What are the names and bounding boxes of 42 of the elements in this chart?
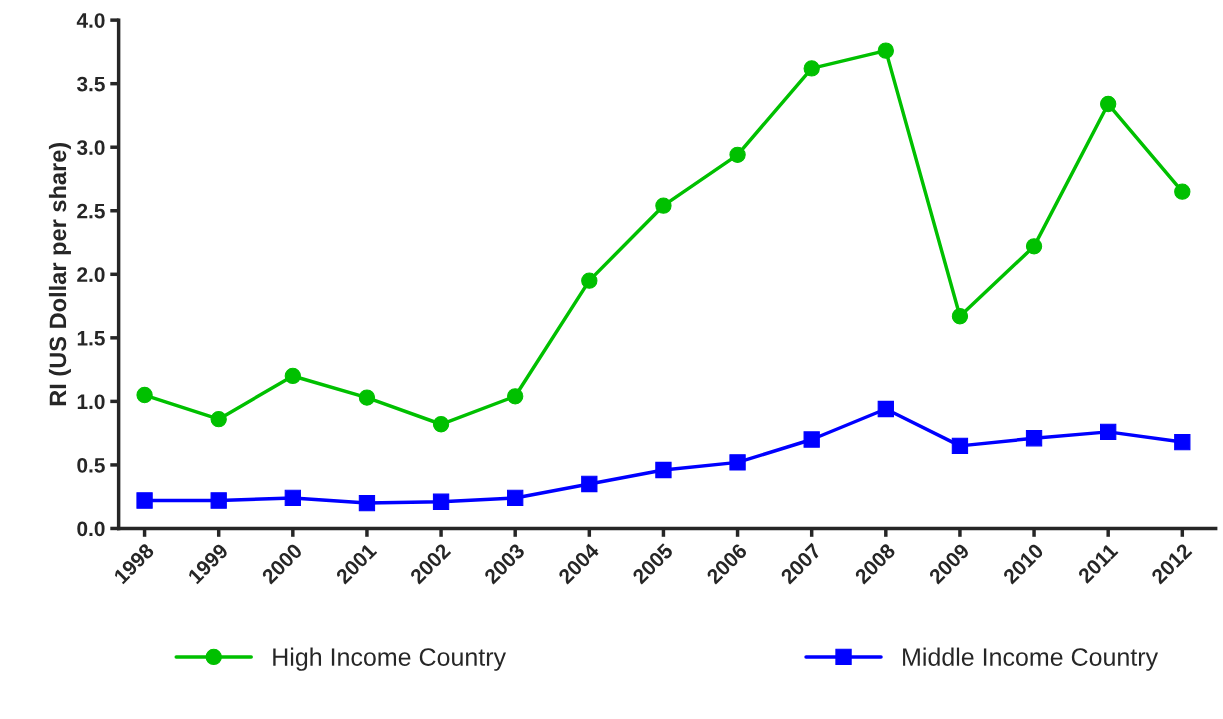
point bbox=[729, 454, 746, 471]
point bbox=[1100, 423, 1117, 441]
point bbox=[951, 437, 969, 455]
point bbox=[581, 272, 598, 289]
y-axis-title: RI (US Dollar per share) bbox=[48, 142, 71, 406]
point bbox=[507, 489, 524, 507]
y-tick-label: 3.5 bbox=[76, 76, 105, 92]
point bbox=[951, 308, 969, 325]
y-tick-label: 2.0 bbox=[77, 267, 105, 283]
point bbox=[507, 388, 524, 405]
point bbox=[1174, 433, 1191, 451]
point bbox=[803, 431, 820, 448]
y-tick-label: 1.5 bbox=[77, 331, 105, 346]
point bbox=[877, 400, 894, 418]
point bbox=[655, 197, 672, 214]
point bbox=[210, 492, 227, 509]
y-tick-label: 3.0 bbox=[76, 140, 105, 155]
point bbox=[1100, 95, 1117, 113]
point bbox=[284, 489, 301, 507]
point bbox=[210, 411, 227, 428]
point bbox=[1174, 183, 1191, 200]
point bbox=[1025, 430, 1043, 447]
point bbox=[136, 492, 153, 509]
y-tick-label: 0.0 bbox=[77, 521, 105, 537]
point bbox=[803, 60, 820, 77]
point bbox=[432, 416, 450, 433]
point bbox=[877, 42, 894, 59]
legend-label: Middle Income Country bbox=[903, 647, 1159, 671]
legend-label: High Income Country bbox=[273, 647, 506, 671]
y-tick-label: 2.5 bbox=[77, 203, 105, 219]
point bbox=[581, 475, 598, 493]
point bbox=[284, 367, 301, 385]
point bbox=[729, 146, 746, 163]
point bbox=[1025, 238, 1043, 255]
point bbox=[358, 389, 376, 406]
y-tick-label: 1.0 bbox=[77, 394, 105, 410]
y-tick-label: 0.5 bbox=[77, 457, 105, 473]
y-tick-label: 4.0 bbox=[76, 13, 105, 28]
point bbox=[655, 461, 672, 479]
point bbox=[432, 493, 450, 510]
point bbox=[358, 494, 376, 512]
point bbox=[136, 386, 153, 404]
